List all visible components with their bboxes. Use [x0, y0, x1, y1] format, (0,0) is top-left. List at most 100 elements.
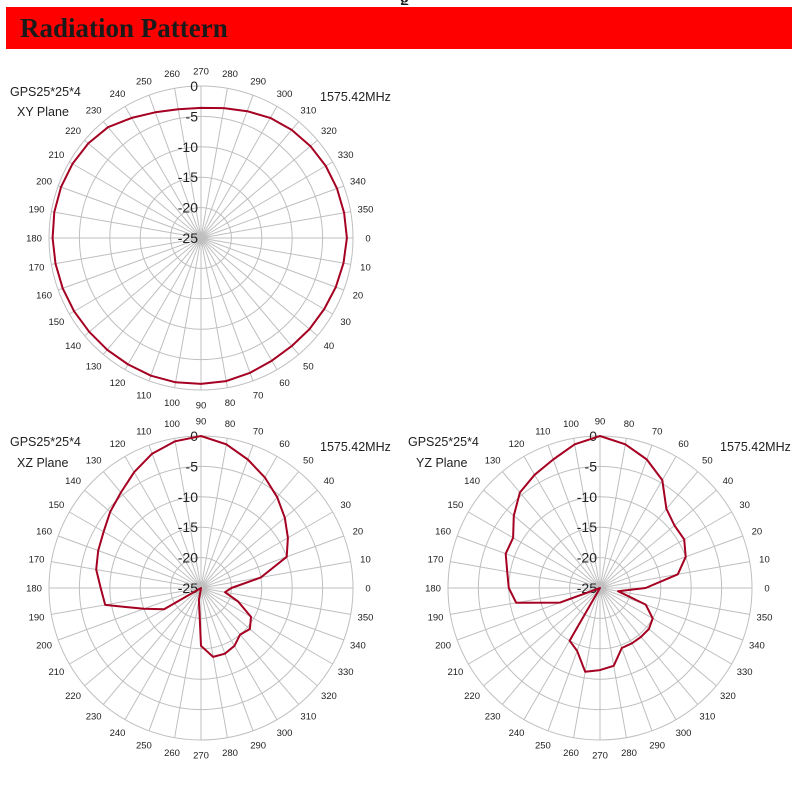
yz-spoke-130: [501, 471, 601, 589]
xy-r-label-5: -25: [178, 230, 198, 246]
xz-angle-label-80: 80: [225, 419, 236, 430]
xy-spoke-10: [200, 237, 351, 265]
xz-spoke-280: [200, 587, 228, 738]
xy-spoke-60: [200, 237, 278, 370]
xy-spoke-80: [200, 237, 228, 388]
xy-angle-label-60: 60: [279, 378, 290, 389]
xy-spoke-200: [57, 185, 202, 239]
xy-frequency-label: 1575.42MHz: [320, 90, 391, 104]
xy-angle-label-190: 190: [29, 205, 45, 216]
xy-angle-label-270: 270: [193, 67, 209, 78]
xz-angle-label-100: 100: [164, 419, 180, 430]
xy-angle-label-0: 0: [365, 234, 370, 245]
yz-spoke-170: [450, 561, 601, 589]
yz-angle-label-230: 230: [485, 711, 501, 722]
yz-spoke-260: [573, 587, 601, 738]
xy-angle-label-300: 300: [277, 89, 293, 100]
xy-angle-label-350: 350: [358, 205, 374, 216]
yz-r-label-3: -15: [577, 519, 597, 535]
yz-spoke-190: [450, 587, 601, 615]
yz-spoke-350: [599, 587, 750, 615]
yz-spoke-40: [599, 489, 717, 589]
xy-spoke-140: [84, 237, 202, 337]
xy-angle-label-40: 40: [324, 341, 335, 352]
xz-angle-label-290: 290: [250, 740, 266, 751]
xz-pattern-trace-0: [95, 435, 289, 658]
yz-angle-label-240: 240: [509, 728, 525, 739]
xz-angle-label-340: 340: [350, 641, 366, 652]
yz-spoke-80: [599, 438, 627, 589]
yz-angle-label-200: 200: [435, 641, 451, 652]
xz-spoke-330: [200, 587, 333, 665]
yz-angle-label-220: 220: [464, 691, 480, 702]
yz-angle-label-0: 0: [764, 584, 769, 595]
yz-spoke-280: [599, 587, 627, 738]
xy-spoke-30: [200, 237, 333, 315]
xy-spoke-330: [200, 161, 333, 239]
xy-spoke-210: [69, 161, 202, 239]
xz-spoke-10: [200, 561, 351, 589]
xz-r-label-2: -10: [178, 489, 198, 505]
xz-angle-label-310: 310: [300, 711, 316, 722]
xz-angle-label-230: 230: [86, 711, 102, 722]
xy-angle-label-240: 240: [110, 89, 126, 100]
xz-polar-group: 0 10 20 30 40 50 60 70 80 90 100 110 120 130 140 150 160…: [10, 417, 391, 762]
xy-spoke-230: [102, 121, 202, 239]
xz-spoke-100: [174, 438, 202, 589]
yz-angle-label-210: 210: [447, 667, 463, 678]
yz-r-label-1: -5: [585, 458, 598, 474]
xz-angle-label-70: 70: [253, 427, 264, 438]
xy-spoke-220: [84, 139, 202, 239]
yz-spoke-30: [599, 511, 732, 589]
xz-spoke-240: [124, 587, 202, 720]
top-text-fragment: g: [400, 0, 510, 5]
xy-angle-label-170: 170: [29, 262, 45, 273]
xz-spoke-80: [200, 438, 228, 589]
xz-r-label-5: -25: [178, 580, 198, 596]
xz-chart-title: GPS25*25*4: [10, 435, 81, 449]
xy-spoke-320: [200, 139, 318, 239]
xy-spoke-70: [200, 237, 254, 382]
xy-r-label-2: -10: [178, 139, 198, 155]
yz-spoke-110: [547, 444, 601, 589]
yz-r-label-0: 0: [589, 428, 597, 444]
xy-spoke-150: [69, 237, 202, 315]
xy-angle-label-260: 260: [164, 69, 180, 80]
xz-angle-label-180: 180: [26, 584, 42, 595]
xz-spoke-40: [200, 489, 318, 589]
xz-spoke-220: [84, 587, 202, 687]
xz-angle-label-350: 350: [358, 612, 374, 623]
xy-angle-label-130: 130: [86, 361, 102, 372]
xz-angle-label-240: 240: [110, 728, 126, 739]
xz-spoke-200: [57, 587, 202, 641]
xz-spoke-20: [200, 535, 345, 589]
yz-spoke-120: [523, 456, 601, 589]
xy-angle-label-140: 140: [65, 341, 81, 352]
xy-angle-label-80: 80: [225, 398, 236, 409]
yz-angle-label-30: 30: [739, 500, 750, 511]
xy-angle-label-50: 50: [303, 361, 314, 372]
yz-r-label-4: -20: [577, 550, 597, 566]
yz-spoke-50: [599, 471, 699, 589]
yz-spoke-250: [547, 587, 601, 732]
yz-angle-label-130: 130: [485, 456, 501, 467]
xz-angle-label-60: 60: [279, 439, 290, 450]
xz-spoke-300: [200, 587, 278, 720]
yz-angle-label-300: 300: [676, 728, 692, 739]
xz-angle-label-200: 200: [36, 641, 52, 652]
yz-spoke-20: [599, 535, 744, 589]
xz-spoke-290: [200, 587, 254, 732]
yz-spoke-230: [501, 587, 601, 705]
yz-angle-label-80: 80: [624, 419, 635, 430]
yz-angle-label-260: 260: [563, 748, 579, 759]
xy-r-label-3: -15: [178, 169, 198, 185]
yz-angle-label-180: 180: [425, 584, 441, 595]
yz-spoke-340: [599, 587, 744, 641]
xz-spoke-110: [148, 444, 202, 589]
xz-angle-label-10: 10: [360, 555, 371, 566]
xz-angle-label-30: 30: [340, 500, 351, 511]
xy-angle-label-310: 310: [300, 106, 316, 117]
xz-spoke-70: [200, 444, 254, 589]
xy-spoke-40: [200, 237, 318, 337]
